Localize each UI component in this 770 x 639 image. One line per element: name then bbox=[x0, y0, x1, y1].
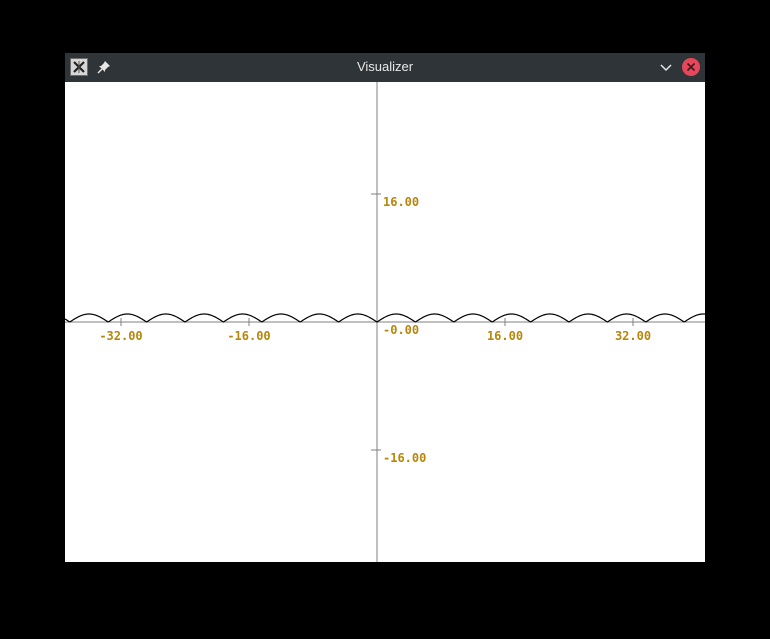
x-tick-label: -32.00 bbox=[99, 329, 142, 343]
x-tick-label: 16.00 bbox=[487, 329, 523, 343]
pin-icon[interactable] bbox=[96, 59, 112, 75]
plot-area[interactable]: -32.00 -16.00 -0.00 16.00 32.00 16.00 -16.00 bbox=[65, 82, 705, 562]
plot-canvas[interactable]: -32.00 -16.00 -0.00 16.00 32.00 16.00 -16.00 bbox=[65, 82, 705, 562]
y-tick-label: 16.00 bbox=[383, 195, 419, 209]
y-tick-label: -16.00 bbox=[383, 451, 426, 465]
x-app-icon[interactable] bbox=[70, 58, 88, 76]
close-button[interactable] bbox=[682, 58, 700, 76]
title-bar[interactable]: Visualizer bbox=[65, 53, 705, 82]
x-tick-label: -0.00 bbox=[383, 323, 419, 337]
curve-series bbox=[65, 313, 705, 323]
x-tick-label: 32.00 bbox=[615, 329, 651, 343]
minimize-chevron-icon[interactable] bbox=[659, 60, 673, 74]
close-icon bbox=[686, 62, 696, 72]
window-title: Visualizer bbox=[356, 59, 414, 74]
visualizer-window: Visualizer -32.00 -16.00 -0.00 16.00 32.00 16… bbox=[65, 53, 705, 562]
x-tick-label: -16.00 bbox=[227, 329, 270, 343]
